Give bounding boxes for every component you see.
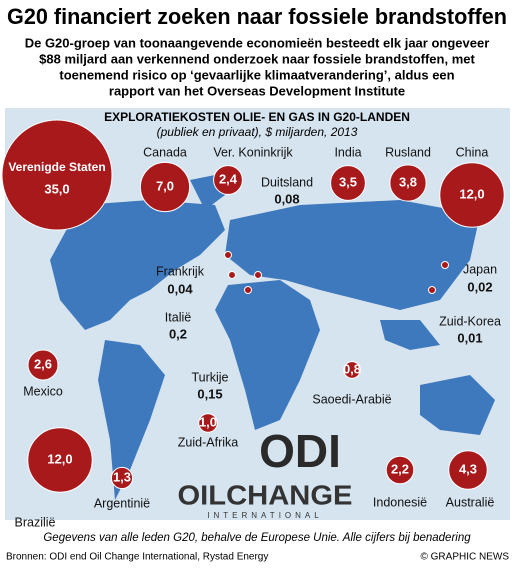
value-label: 0,08 [274,191,299,206]
bubble [330,165,366,201]
value-label: 12,0 [459,186,484,201]
country-label: Australië [446,495,495,509]
country-label: Zuid-Afrika [178,435,238,449]
bubble [389,164,427,202]
country-label: Japan [463,262,497,276]
australia [420,375,495,435]
value-label: 2,4 [219,171,238,186]
africa [215,280,320,430]
value-label: 2,6 [34,356,52,371]
bubble [198,413,218,433]
dot [224,251,232,259]
title: G20 financiert zoeken naar fossiele bran… [7,4,507,29]
map-land [50,175,495,500]
dot [228,271,236,279]
country-label: Zuid-Korea [439,314,501,328]
country-label: Canada [143,145,187,159]
bubble [139,161,191,213]
bubbles: Verenigde Staten 35,0 Canada 7,0 Ver. Konink… [1,119,505,529]
dot [254,271,262,279]
logo-odi: ODI [259,425,341,477]
value-label: 1,3 [113,469,131,484]
country-label: Argentinië [94,496,150,510]
country-label: Brazilië [15,515,56,529]
bubble [213,165,243,195]
dot [441,261,449,269]
country-label: Italië [165,310,191,324]
country-label: Rusland [385,145,431,159]
value-label: 2,2 [391,461,409,476]
credit: © GRAPHIC NEWS [421,552,510,563]
country-label: Verenigde Staten [8,160,105,174]
logo-oilchange: OILCHANGE [178,479,353,510]
bubble [439,162,505,228]
southeast-asia [380,320,440,350]
bubble [448,450,488,490]
country-label: China [456,145,489,159]
bubble [343,361,361,379]
value-label: 0,02 [467,279,492,294]
subtitle-line: rapport van het Overseas Development Ins… [109,83,405,98]
value-label: 3,8 [399,174,417,189]
north-america [50,200,225,330]
bubble [27,427,93,493]
value-label: 4,3 [459,461,477,476]
subtitle-line: $88 miljard aan verkennend onderzoek naa… [39,51,475,66]
bubble [27,349,59,381]
logo-international: INTERNATIONAL [207,511,322,520]
value-label: 12,0 [47,451,72,466]
country-label: Saoedi-Arabië [312,392,391,406]
bubble [385,455,415,485]
value-label: 0,8 [343,361,361,376]
value-label: 35,0 [44,181,69,196]
heading: EXPLORATIEKOSTEN OLIE- EN GAS IN G20-LAN… [104,110,410,124]
bubble [1,119,113,231]
country-label: Duitsland [261,175,313,189]
country-label: Mexico [23,384,63,398]
value-label: 0,04 [167,281,193,296]
source: Bronnen: ODI end Oil Change Internationa… [6,552,268,563]
country-label: Indonesië [373,495,427,509]
country-label: India [334,145,361,159]
subtitle-line: De G20-groep van toonaangevende economie… [25,35,490,50]
country-label: Ver. Koninkrijk [213,145,293,159]
note: Gegevens van alle leden G20, behalve de … [43,532,471,544]
dot [428,286,436,294]
eurasia [225,200,480,310]
country-label: Turkije [191,370,228,384]
south-america [98,340,165,500]
value-label: 0,01 [457,330,482,345]
country-label: Frankrijk [156,264,205,278]
bubble [110,466,134,490]
subheading: (publiek en privaat), $ miljarden, 2013 [157,125,358,139]
value-label: 7,0 [156,178,174,193]
subtitle-line: toenemend risico op ‘gevaarlijke klimaat… [59,67,454,82]
value-label: 0,15 [197,386,222,401]
value-label: 0,2 [169,326,187,341]
value-label: 3,5 [339,174,357,189]
dot [244,286,252,294]
value-label: 1,0 [199,414,217,429]
subtitle: De G20-groep van toonaangevende economie… [25,35,490,98]
